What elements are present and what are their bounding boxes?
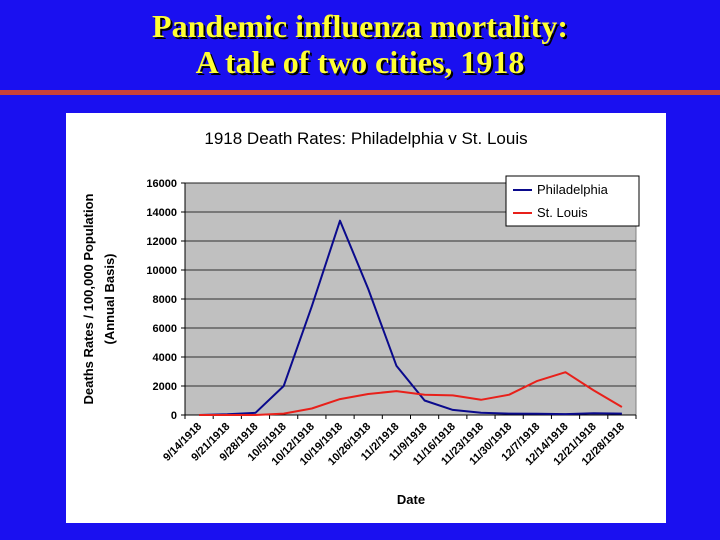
legend-box <box>505 175 640 227</box>
slide-title-line-1: Pandemic influenza mortality: <box>152 8 568 44</box>
y-tick-label: 4000 <box>153 352 177 364</box>
legend-label-philadelphia: Philadelphia <box>537 182 609 197</box>
y-tick-label: 6000 <box>153 323 177 335</box>
y-axis-label: Deaths Rates / 100,000 Population <box>81 193 96 404</box>
series-lines <box>199 219 623 416</box>
chart-panel: 1918 Death Rates: Philadelphia v St. Lou… <box>66 113 666 523</box>
series-line-st-louis <box>199 371 623 416</box>
y-tick-label: 10000 <box>146 265 177 277</box>
y-axis-ticks: 0 2000 4000 6000 8000 10000 12000 14000 16000 <box>146 178 185 422</box>
y-axis-label-secondary: (Annual Basis) <box>102 253 117 344</box>
y-tick-label: 16000 <box>146 178 177 190</box>
line-chart: 1918 Death Rates: Philadelphia v St. Lou… <box>81 129 640 507</box>
x-axis-label: Date <box>397 492 425 507</box>
y-tick-label: 8000 <box>153 294 177 306</box>
chart-title: 1918 Death Rates: Philadelphia v St. Lou… <box>204 129 527 148</box>
y-tick-label: 0 <box>171 410 177 422</box>
x-axis-ticks: 9/14/19189/21/19189/28/191810/5/191810/1… <box>161 415 637 468</box>
legend-label-st-louis: St. Louis <box>537 205 588 220</box>
y-tick-label: 2000 <box>153 381 177 393</box>
slide-title-line-2: A tale of two cities, 1918 <box>195 44 525 80</box>
series-line-philadelphia <box>199 219 622 416</box>
legend: Philadelphia St. Louis <box>505 175 640 227</box>
y-tick-label: 12000 <box>146 236 177 248</box>
y-tick-label: 14000 <box>146 207 177 219</box>
slide-title: Pandemic influenza mortality: A tale of … <box>0 8 720 80</box>
title-divider <box>0 90 720 95</box>
